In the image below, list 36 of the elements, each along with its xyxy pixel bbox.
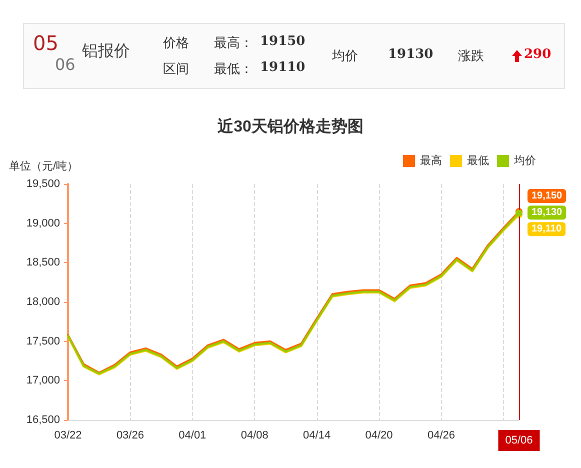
y-tick-label: 17,500 xyxy=(26,335,60,348)
text: 最低： xyxy=(214,61,253,78)
y-tick-label: 19,500 xyxy=(26,178,60,190)
data-label: 19,110 xyxy=(532,224,562,235)
x-tick-label: 04/01 xyxy=(178,430,206,442)
text: 290 xyxy=(524,47,552,62)
text: 05 xyxy=(33,31,58,55)
text: 19130 xyxy=(388,47,434,62)
legend-label: 最高 xyxy=(420,154,442,167)
y-tick-label: 18,000 xyxy=(26,296,60,308)
y-tick-label: 18,500 xyxy=(26,256,60,269)
text: 06 xyxy=(55,55,76,74)
chart-title: 近30天铝价格走势图 xyxy=(216,118,364,136)
x-tick-label: 04/14 xyxy=(303,430,331,442)
text: 区间 xyxy=(163,61,189,78)
x-tick-label: 04/26 xyxy=(427,430,456,442)
text: 铝报价 xyxy=(82,41,130,62)
y-axis-title: 单位（元/吨） xyxy=(8,160,78,172)
text: 价格 xyxy=(163,35,189,52)
y-tick-label: 16,500 xyxy=(26,414,60,426)
data-label: 19,130 xyxy=(532,207,563,218)
y-tick-label: 19,000 xyxy=(26,217,60,230)
y-tick-label: 17,000 xyxy=(26,374,60,387)
x-tick-label: 04/08 xyxy=(240,430,268,442)
legend-label: 均价 xyxy=(513,155,536,167)
legend-label: 最低 xyxy=(467,155,489,167)
text: 19150 xyxy=(260,34,306,49)
text: 19110 xyxy=(260,60,306,75)
x-tick-label: 05/06 xyxy=(505,434,533,446)
text: 涨跌 xyxy=(458,48,484,65)
data-label: 19,150 xyxy=(532,190,563,202)
x-tick-label: 03/22 xyxy=(54,430,82,442)
x-tick-label: 04/20 xyxy=(365,430,393,442)
x-tick-label: 03/26 xyxy=(116,430,144,442)
text: 均价 xyxy=(332,48,358,65)
text: 最高： xyxy=(214,35,253,52)
